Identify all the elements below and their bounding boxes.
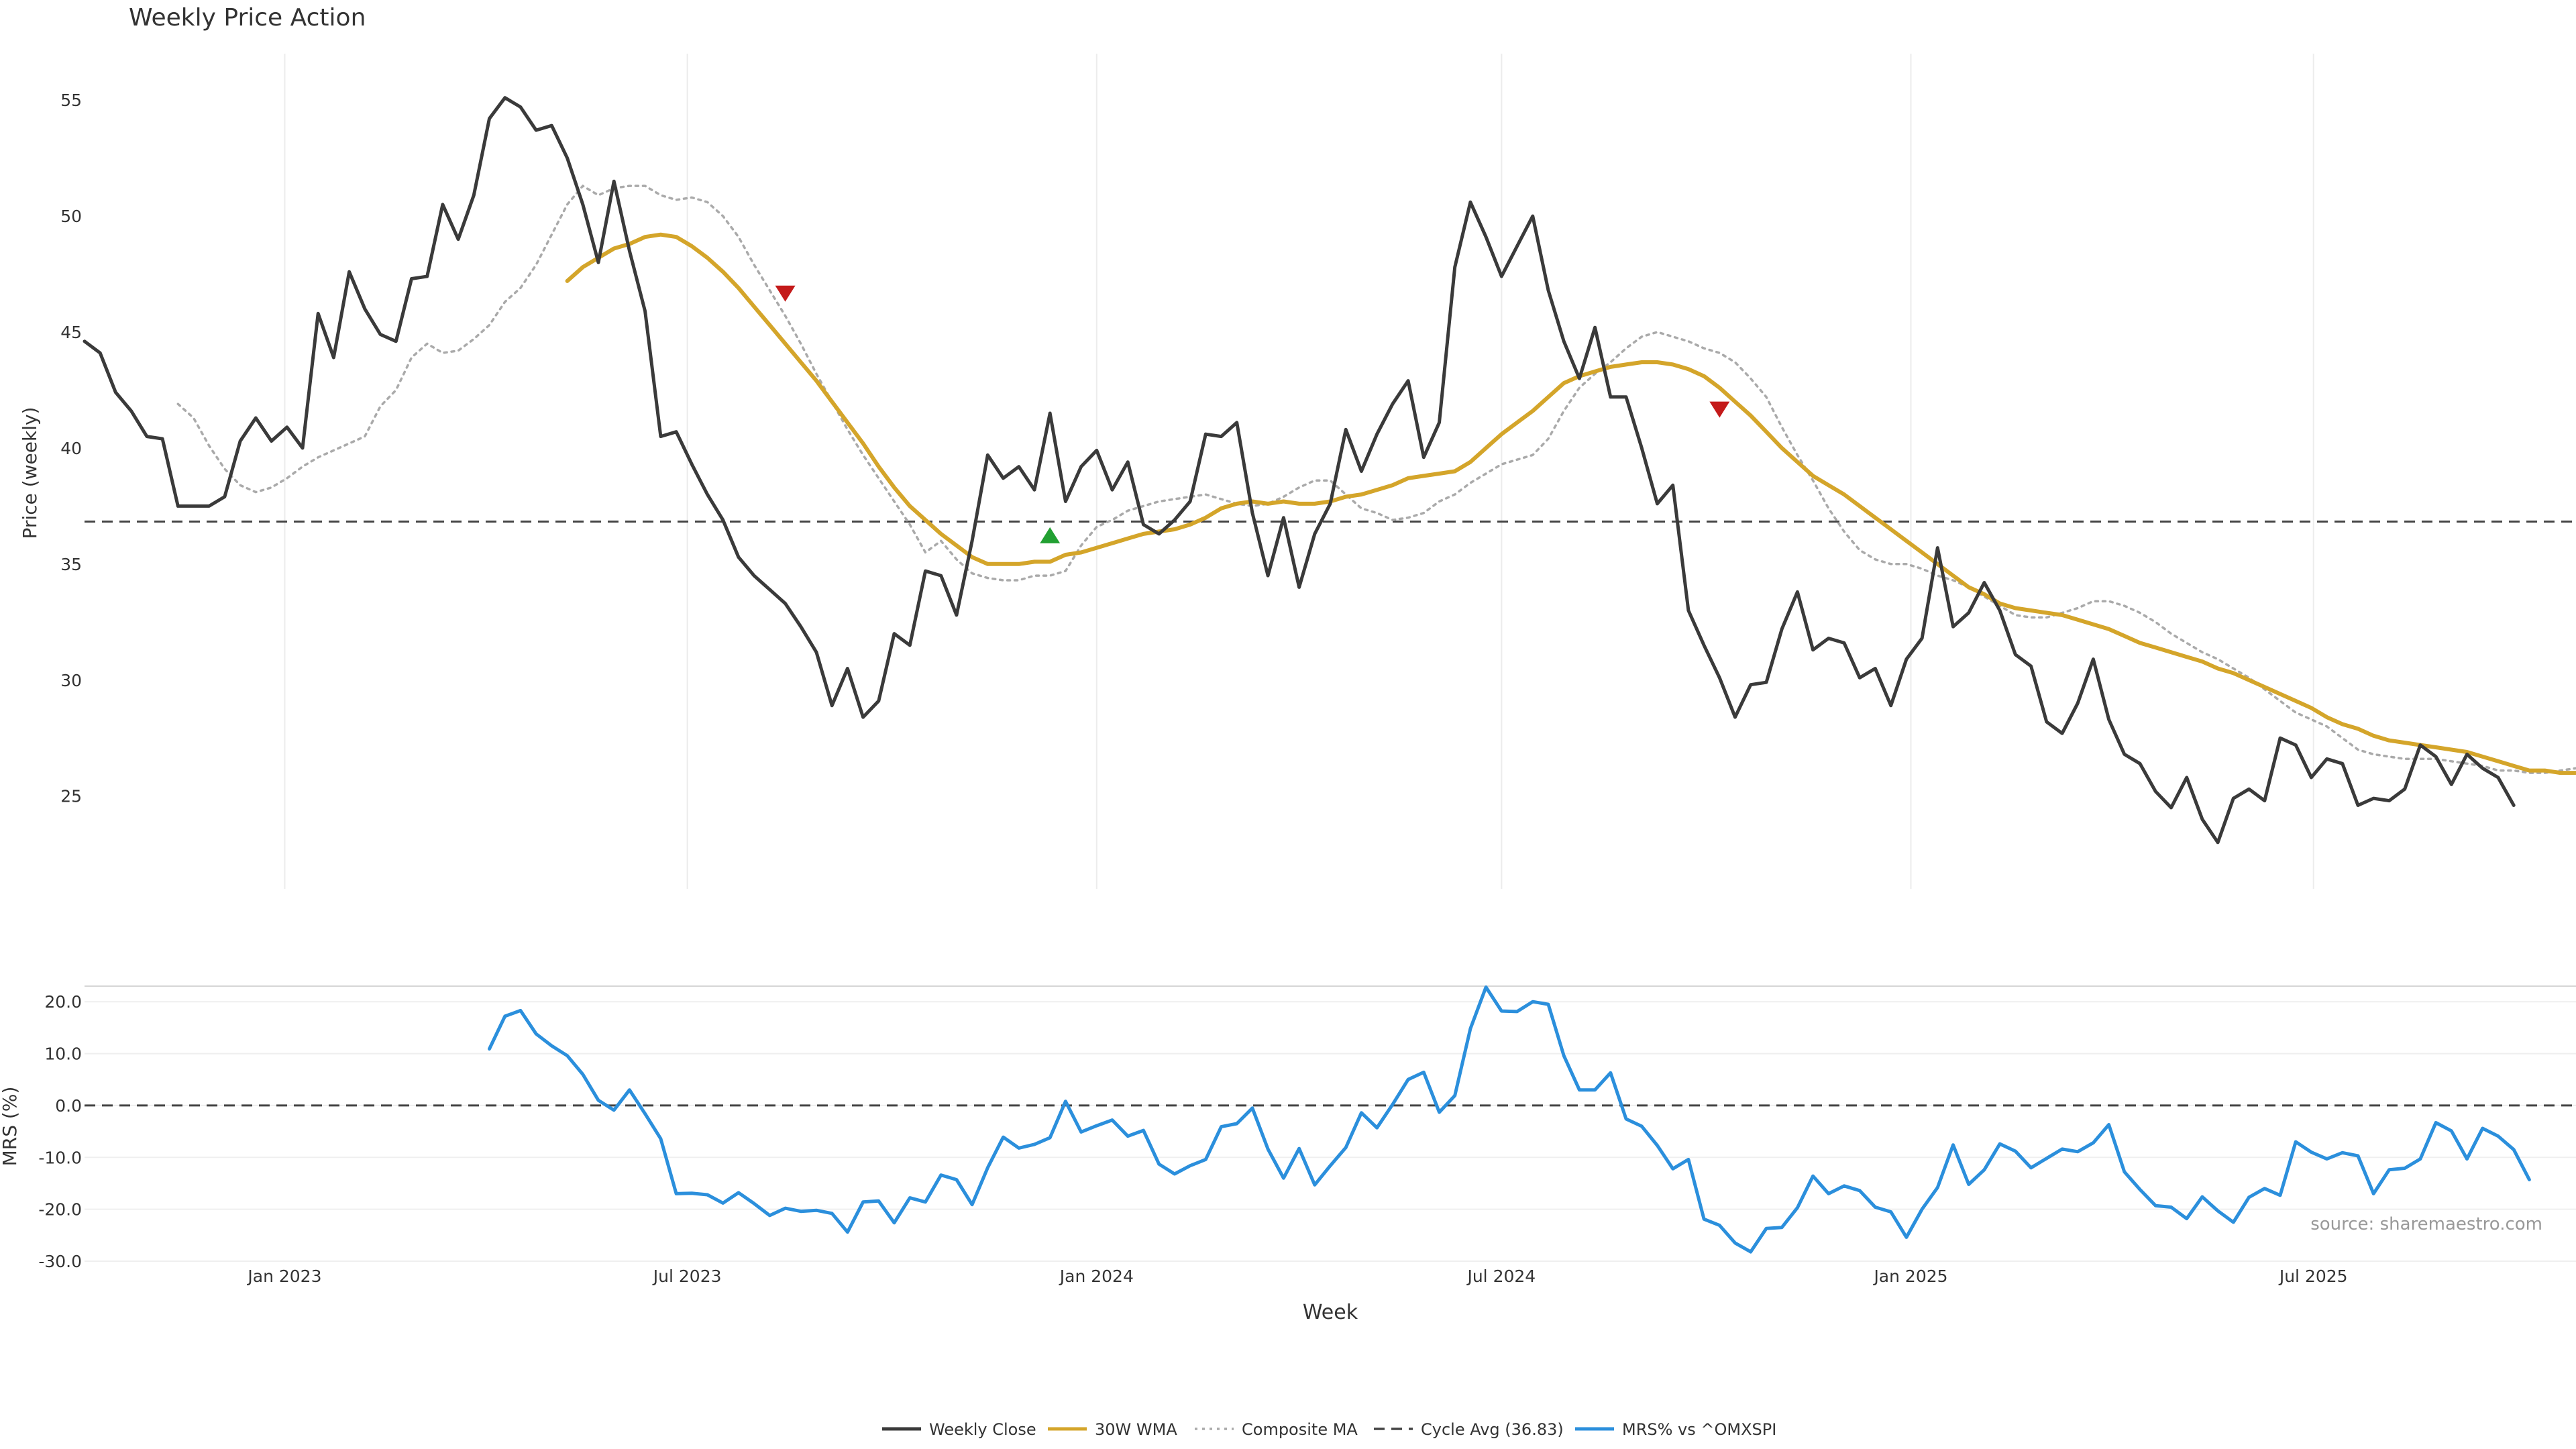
y-tick-label-mrs: -30.0 — [38, 1252, 82, 1271]
y-tick-label-mrs: -20.0 — [38, 1200, 82, 1220]
x-axis-ticks: Jan 2023 Jul 2023 Jan 2024 Jul 2024 Jan 2025… — [246, 1267, 2347, 1286]
chart-title: Weekly Price Action — [129, 4, 366, 32]
y-axis-title-price: Price (weekly) — [19, 407, 41, 539]
x-tick-label: Jul 2024 — [1466, 1267, 1536, 1286]
y-tick-label-price: 50 — [60, 207, 82, 226]
signal-markers — [775, 285, 1730, 543]
series-mrs-line — [488, 985, 2531, 1254]
legend-label: Composite MA — [1242, 1420, 1358, 1439]
y-tick-label-mrs: 10.0 — [44, 1044, 82, 1064]
top-panel-series — [83, 96, 2576, 845]
y-axis-title-mrs: MRS (%) — [0, 1087, 21, 1167]
source-note: source: sharemaestro.com — [2310, 1214, 2542, 1234]
y-tick-label-price: 35 — [60, 555, 82, 574]
sell-signal-marker — [775, 285, 796, 302]
series-30w-wma-line — [565, 232, 2576, 775]
bottom-panel-series — [85, 985, 2576, 1254]
legend-label: Cycle Avg (36.83) — [1421, 1420, 1564, 1439]
x-tick-label: Jan 2023 — [246, 1267, 321, 1286]
legend-label: MRS% vs ^OMXSPI — [1622, 1420, 1776, 1439]
bottom-panel-grid — [85, 985, 2576, 1262]
y-tick-label-mrs: 0.0 — [55, 1096, 82, 1116]
y-tick-label-price: 25 — [60, 787, 82, 806]
y-tick-label-price: 30 — [60, 671, 82, 690]
y-tick-label-price: 45 — [60, 323, 82, 342]
sell-signal-marker — [1709, 401, 1730, 418]
buy-signal-marker — [1040, 527, 1061, 543]
y-tick-label-mrs: 20.0 — [44, 992, 82, 1012]
bottom-panel-y-ticks: 20.0 10.0 0.0 -10.0 -20.0 -30.0 — [38, 992, 82, 1271]
y-tick-label-mrs: -10.0 — [38, 1148, 82, 1167]
series-composite-ma-line — [176, 184, 2576, 774]
x-axis-title: Week — [1303, 1301, 1358, 1324]
y-tick-label-price: 40 — [60, 439, 82, 458]
top-panel-y-ticks: 25 30 35 40 45 50 55 — [60, 91, 82, 806]
legend-label: Weekly Close — [929, 1420, 1036, 1439]
y-tick-label-price: 55 — [60, 91, 82, 110]
legend: Weekly Close 30W WMA Composite MA Cycle Avg… — [882, 1420, 1776, 1439]
x-tick-label: Jan 2024 — [1059, 1267, 1134, 1286]
x-tick-label: Jul 2025 — [2278, 1267, 2348, 1286]
x-tick-label: Jan 2025 — [1872, 1267, 1947, 1286]
legend-label: 30W WMA — [1095, 1420, 1177, 1439]
top-panel-grid — [284, 54, 2314, 889]
series-weekly-close-line — [83, 96, 2516, 845]
x-tick-label: Jul 2023 — [652, 1267, 722, 1286]
